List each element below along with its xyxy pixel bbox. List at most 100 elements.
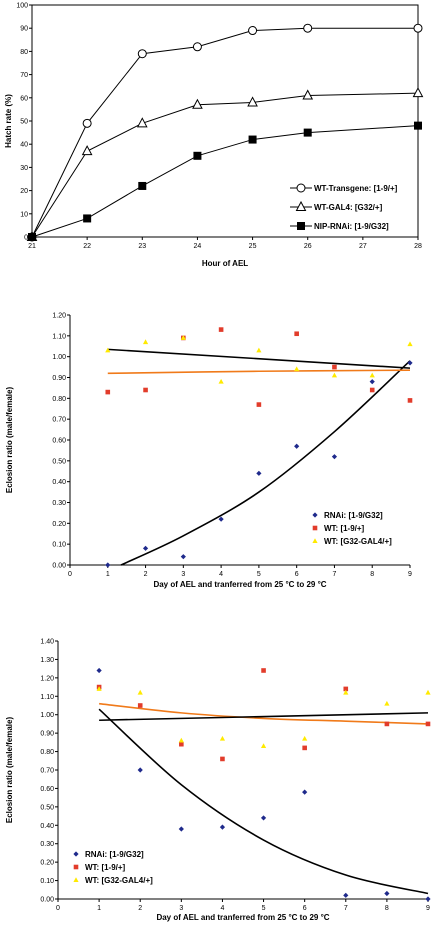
- data-point: [142, 339, 149, 345]
- data-point: [142, 545, 149, 551]
- x-tick-label: 25: [249, 243, 257, 250]
- legend-label: RNAi: [1-9/G32]: [85, 850, 144, 859]
- y-tick-label: 1.30: [40, 657, 54, 664]
- data-point: [414, 121, 422, 130]
- data-point: [412, 87, 424, 98]
- y-tick-label: 0.10: [40, 878, 54, 885]
- data-point: [143, 387, 148, 393]
- y-tick-label: 1.40: [40, 639, 54, 646]
- data-point: [384, 890, 390, 897]
- y-tick-label: 80: [20, 49, 28, 56]
- data-point: [425, 721, 431, 727]
- data-point: [219, 735, 226, 741]
- y-tick-label: 0.40: [40, 823, 54, 830]
- legend-label: WT: [G32-GAL4/+]: [85, 876, 153, 885]
- eclosion-ratio-chart-1: 0.00 0.10 0.20 0.30 0.40 0.50 0.60 0.70 0.80 0.90…: [5, 313, 413, 589]
- data-point: [302, 735, 308, 741]
- y-tick-label: 0.10: [52, 542, 66, 549]
- data-point: [138, 181, 147, 190]
- data-point: [105, 562, 111, 568]
- x-axis-label: Day of AEL and tranferred from 25 °C to …: [153, 580, 326, 589]
- data-point: [192, 42, 202, 52]
- x-tick-label: 4: [219, 571, 223, 578]
- legend-label: WT: [1-9/+]: [324, 524, 365, 533]
- x-tick-label: 0: [56, 905, 60, 912]
- hatch-rate-chart: 0 10 20 30 40 50 60 70 80 90 100 21 22 23 24 25 26 27 28 Ho…: [4, 3, 424, 268]
- data-point: [343, 892, 349, 898]
- y-tick-label: 0.80: [40, 749, 54, 756]
- data-point: [137, 49, 147, 59]
- data-point: [331, 372, 338, 378]
- legend-marker: [312, 525, 318, 531]
- data-point: [248, 135, 257, 144]
- y-axis-label: Eclosion ratio (male/female): [5, 387, 14, 494]
- data-point: [407, 360, 413, 366]
- data-point: [302, 745, 307, 751]
- y-tick-label: 0.40: [52, 479, 66, 486]
- data-point: [218, 516, 224, 522]
- legend-marker: [295, 200, 307, 211]
- x-tick-label: 26: [304, 243, 312, 250]
- data-point: [369, 379, 375, 385]
- data-point: [343, 689, 349, 695]
- y-tick-label: 40: [20, 142, 28, 149]
- trend-line: [107, 348, 411, 369]
- data-point: [248, 26, 258, 36]
- data-point: [256, 470, 262, 476]
- data-point: [294, 443, 300, 449]
- x-axis-label: Day of AEL and tranferred from 25 °C to …: [156, 913, 329, 922]
- data-point: [28, 233, 36, 241]
- y-tick-label: 1.00: [52, 354, 66, 361]
- y-tick-label: 0.50: [40, 804, 54, 811]
- legend-marker: [312, 512, 318, 518]
- trend-line: [99, 702, 429, 725]
- y-tick-label: 90: [20, 26, 28, 33]
- data-point: [294, 366, 300, 372]
- data-point: [136, 117, 148, 128]
- y-tick-label: 0.30: [40, 841, 54, 848]
- y-tick-label: 0.00: [52, 563, 66, 570]
- x-axis-label: Hour of AEL: [202, 259, 248, 268]
- y-tick-label: 0.50: [52, 458, 66, 465]
- y-tick-label: 0.80: [52, 396, 66, 403]
- data-point: [180, 335, 186, 340]
- data-point: [220, 756, 225, 762]
- y-tick-label: 0.00: [40, 897, 54, 904]
- legend-marker: [312, 538, 318, 543]
- data-point: [425, 689, 431, 695]
- y-tick-label: 0.30: [52, 500, 66, 507]
- y-tick-label: 60: [20, 95, 28, 102]
- x-tick-label: 1: [106, 571, 110, 578]
- data-point: [82, 118, 92, 128]
- y-tick-label: 30: [20, 165, 28, 172]
- legend-label: WT: [G32-GAL4/+]: [324, 537, 392, 546]
- data-point: [137, 767, 143, 773]
- data-point: [219, 824, 226, 830]
- data-point: [343, 686, 349, 692]
- x-tick-label: 4: [220, 905, 224, 912]
- data-point: [261, 668, 266, 673]
- data-point: [179, 741, 184, 747]
- data-point: [180, 554, 186, 560]
- y-tick-label: 1.20: [40, 675, 54, 682]
- x-tick-label: 24: [194, 243, 202, 250]
- data-point: [178, 826, 184, 832]
- x-tick-label: 21: [28, 243, 36, 250]
- data-point: [192, 98, 203, 109]
- y-tick-label: 0.90: [40, 731, 54, 738]
- legend-label: NIP-RNAi: [1-9/G32]: [314, 222, 389, 231]
- data-point: [407, 398, 413, 403]
- data-point: [369, 387, 375, 393]
- y-tick-label: 0.70: [40, 768, 54, 775]
- x-tick-label: 7: [332, 571, 336, 578]
- y-tick-label: 100: [16, 3, 28, 10]
- x-tick-label: 2: [144, 571, 148, 578]
- x-tick-label: 8: [385, 905, 389, 912]
- data-point: [260, 743, 267, 749]
- y-tick-label: 1.10: [52, 333, 66, 340]
- x-tick-label: 3: [181, 571, 185, 578]
- data-point: [384, 700, 390, 706]
- x-tick-label: 28: [414, 243, 422, 250]
- y-tick-label: 1.20: [52, 313, 66, 320]
- x-tick-label: 9: [426, 905, 430, 912]
